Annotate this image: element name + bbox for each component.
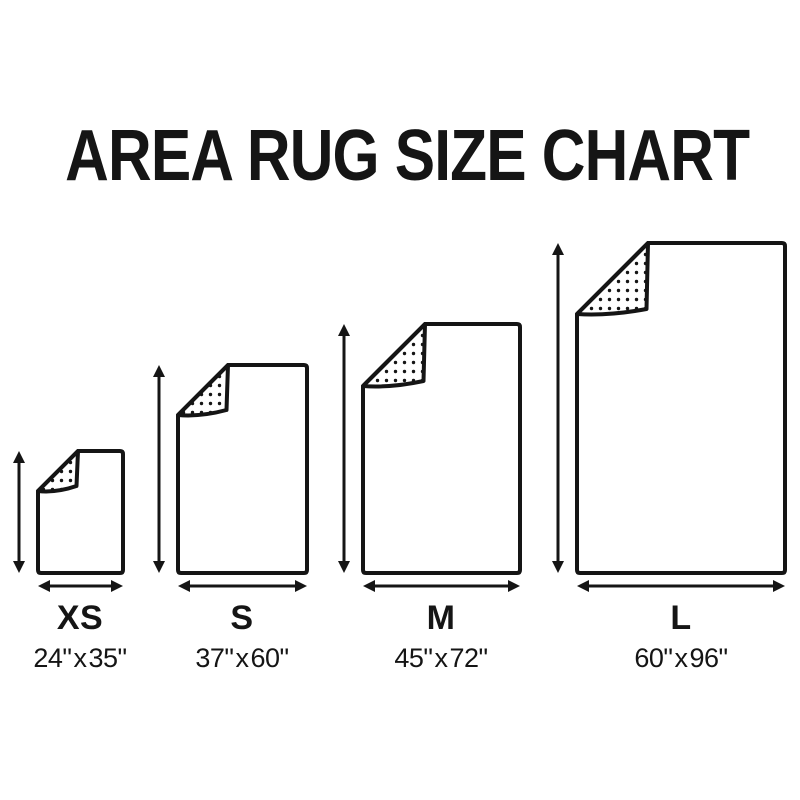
rug-illustration-l xyxy=(551,241,789,593)
rug-size-label-s: S xyxy=(230,599,254,637)
rug-size-label-l: L xyxy=(670,599,692,637)
page-title-text: AREA RUG SIZE CHART xyxy=(65,116,750,196)
rug-illustration-m xyxy=(337,322,524,593)
rug-dimensions-label-s: 37" x 60" xyxy=(195,643,289,673)
rug-dimensions-label-xs: 24" x 35" xyxy=(33,643,127,673)
rug-illustration-xs xyxy=(12,449,127,593)
rug-size-label-xs: XS xyxy=(56,599,104,637)
page-title: AREA RUG SIZE CHART xyxy=(0,116,800,196)
rug-illustration-s xyxy=(152,363,311,593)
rug-size-label-m: M xyxy=(426,599,456,637)
rug-dimensions-label-m: 45" x 72" xyxy=(394,643,488,673)
rug-dimensions-label-l: 60" x 96" xyxy=(634,643,728,673)
